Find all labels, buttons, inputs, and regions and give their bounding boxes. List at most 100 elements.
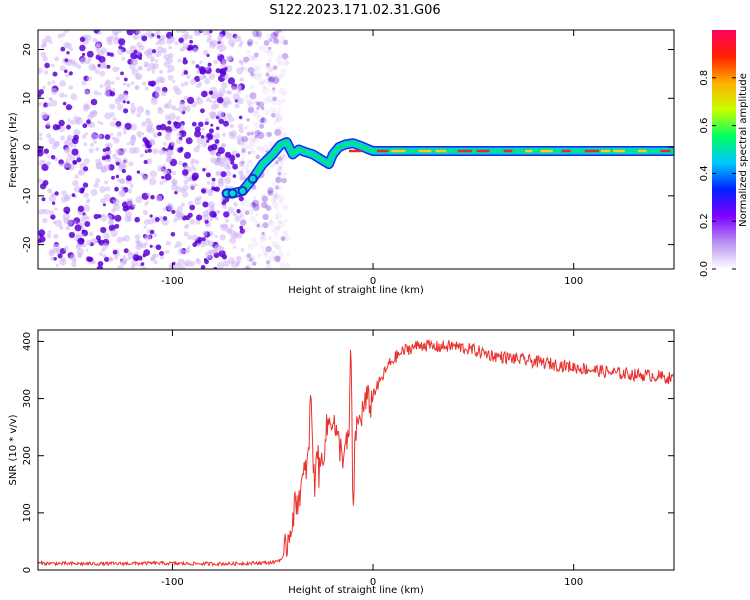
colorbar-tick-label: 0.0 — [699, 261, 710, 277]
noise-dot — [251, 30, 256, 35]
noise-dot — [254, 64, 261, 72]
noise-dot — [54, 207, 58, 211]
noise-dot — [116, 66, 120, 71]
noise-dot — [175, 241, 182, 248]
noise-dot — [171, 105, 177, 111]
noise-dot — [175, 115, 181, 121]
noise-dot — [210, 103, 218, 111]
noise-dot — [244, 210, 250, 216]
noise-dot — [144, 202, 148, 206]
noise-dot — [195, 259, 201, 265]
noise-dot — [52, 243, 60, 251]
noise-dot — [245, 266, 250, 269]
noise-dot — [184, 35, 189, 39]
noise-dot — [278, 53, 283, 59]
noise-dot — [255, 30, 263, 38]
noise-dot — [251, 56, 256, 61]
noise-dot — [240, 150, 246, 157]
noise-dot — [65, 225, 70, 231]
noise-dot — [259, 123, 265, 129]
noise-dot — [257, 133, 263, 139]
noise-dot — [262, 86, 270, 94]
noise-dot — [76, 64, 82, 70]
noise-dot — [63, 248, 67, 251]
noise-dot — [268, 38, 273, 42]
noise-dot — [93, 213, 100, 220]
noise-dot — [238, 43, 243, 48]
noise-dot — [210, 92, 218, 100]
noise-dot — [204, 118, 210, 123]
noise-dot — [46, 133, 52, 139]
noise-dot — [128, 161, 134, 167]
noise-dot — [139, 153, 144, 158]
noise-dot — [104, 112, 112, 120]
noise-dot — [192, 242, 198, 248]
noise-dot — [237, 97, 244, 105]
noise-dot — [191, 172, 199, 180]
noise-dot — [183, 179, 189, 185]
y-tick-label: 300 — [22, 389, 33, 408]
noise-dot — [198, 121, 204, 128]
noise-dot — [211, 177, 216, 182]
noise-dot — [272, 87, 276, 91]
x-tick-label: -100 — [161, 276, 184, 287]
noise-dot — [106, 64, 111, 69]
noise-dot — [212, 100, 216, 104]
noise-dot — [136, 130, 142, 137]
noise-dot — [199, 60, 203, 64]
noise-dot — [184, 105, 191, 112]
noise-dot — [282, 230, 289, 237]
noise-dot — [120, 259, 127, 266]
noise-dot — [207, 34, 213, 41]
noise-dot — [247, 243, 254, 250]
noise-dot — [111, 175, 115, 180]
noise-dot — [278, 220, 282, 224]
noise-dot — [202, 30, 210, 36]
noise-dot — [261, 231, 265, 236]
noise-dot — [215, 126, 220, 131]
noise-dot — [232, 174, 237, 178]
noise-dot — [123, 248, 129, 254]
noise-dot — [217, 53, 221, 57]
noise-dot — [272, 32, 279, 40]
noise-dot — [191, 121, 197, 127]
noise-dot — [261, 117, 265, 121]
noise-dot — [235, 153, 241, 158]
noise-dot — [275, 40, 281, 45]
noise-dot — [210, 123, 214, 127]
x-tick-label: -100 — [161, 577, 184, 588]
noise-dot — [167, 120, 172, 125]
noise-dot — [187, 200, 193, 206]
noise-dot — [85, 60, 90, 65]
noise-dot — [263, 252, 269, 258]
y-tick-label: 0 — [22, 144, 33, 150]
noise-dot — [250, 137, 257, 144]
noise-dot — [155, 86, 161, 91]
noise-dot — [136, 106, 144, 114]
noise-dot — [187, 246, 191, 250]
noise-dot — [153, 260, 158, 265]
noise-dot — [234, 34, 242, 43]
noise-dot — [188, 35, 193, 40]
noise-dot — [79, 57, 87, 65]
noise-dot — [59, 92, 65, 98]
noise-dot — [223, 120, 229, 127]
noise-dot — [129, 183, 134, 189]
ridge-inner — [224, 140, 674, 196]
noise-dot — [135, 85, 139, 89]
noise-dot — [256, 145, 261, 150]
noise-dot — [281, 30, 285, 33]
noise-dot — [148, 218, 155, 225]
noise-dot — [253, 122, 259, 128]
noise-dot — [51, 63, 55, 68]
noise-dot — [247, 38, 254, 46]
noise-dot — [242, 265, 249, 269]
noise-dot — [204, 78, 211, 85]
noise-dot — [114, 223, 120, 229]
noise-dot — [244, 125, 249, 130]
noise-dot — [272, 96, 278, 102]
noise-dot — [43, 148, 49, 154]
noise-dot — [94, 178, 101, 184]
noise-dot — [279, 161, 284, 166]
noise-dot — [105, 87, 109, 91]
